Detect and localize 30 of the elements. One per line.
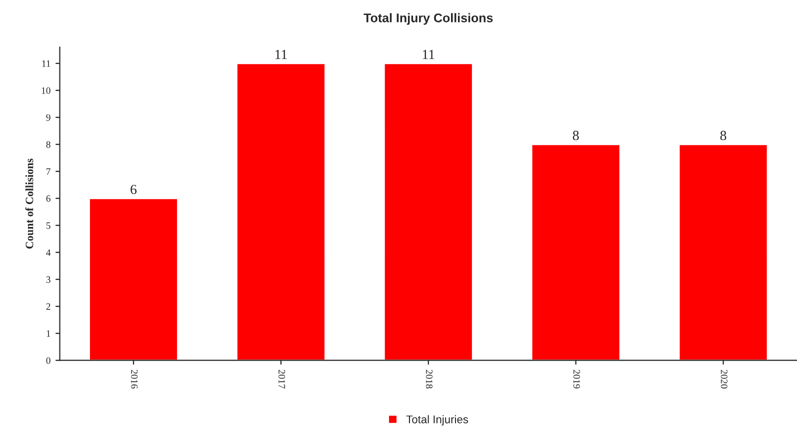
y-tick-label: 9: [46, 114, 50, 121]
data-label: 6: [130, 184, 137, 194]
bar: [236, 62, 326, 360]
y-tick-label: 2: [46, 303, 50, 310]
y-tick-label: 0: [46, 357, 50, 364]
x-tick-label: 2018: [426, 370, 433, 388]
y-tick-label: 10: [42, 87, 50, 94]
bar: [88, 198, 178, 360]
y-tick-label: 8: [46, 141, 50, 148]
x-tick-label: 2019: [573, 370, 580, 388]
data-label: 8: [720, 130, 726, 140]
x-tick-label: 2020: [720, 370, 728, 388]
y-tick-label: 11: [42, 60, 50, 67]
data-label: 11: [275, 50, 287, 60]
y-tick-label: 5: [46, 222, 50, 229]
y-tick-label: 6: [46, 195, 50, 202]
y-tick-label: 7: [46, 168, 50, 175]
x-tick-label: 2017: [278, 370, 286, 389]
data-label: 8: [572, 130, 579, 140]
bar: [530, 144, 621, 360]
chart-title: Total Injury Collisions: [364, 13, 493, 25]
legend-label: Total Injuries: [406, 415, 468, 426]
x-tick-label: 2016: [131, 370, 138, 389]
y-tick-label: 4: [46, 249, 51, 256]
bar: [383, 62, 474, 360]
y-axis-title: Count of Collisions: [25, 158, 34, 249]
y-tick-label: 3: [46, 276, 50, 283]
bar: [678, 144, 768, 360]
y-tick-label: 1: [46, 330, 50, 337]
data-label: 11: [422, 50, 434, 60]
